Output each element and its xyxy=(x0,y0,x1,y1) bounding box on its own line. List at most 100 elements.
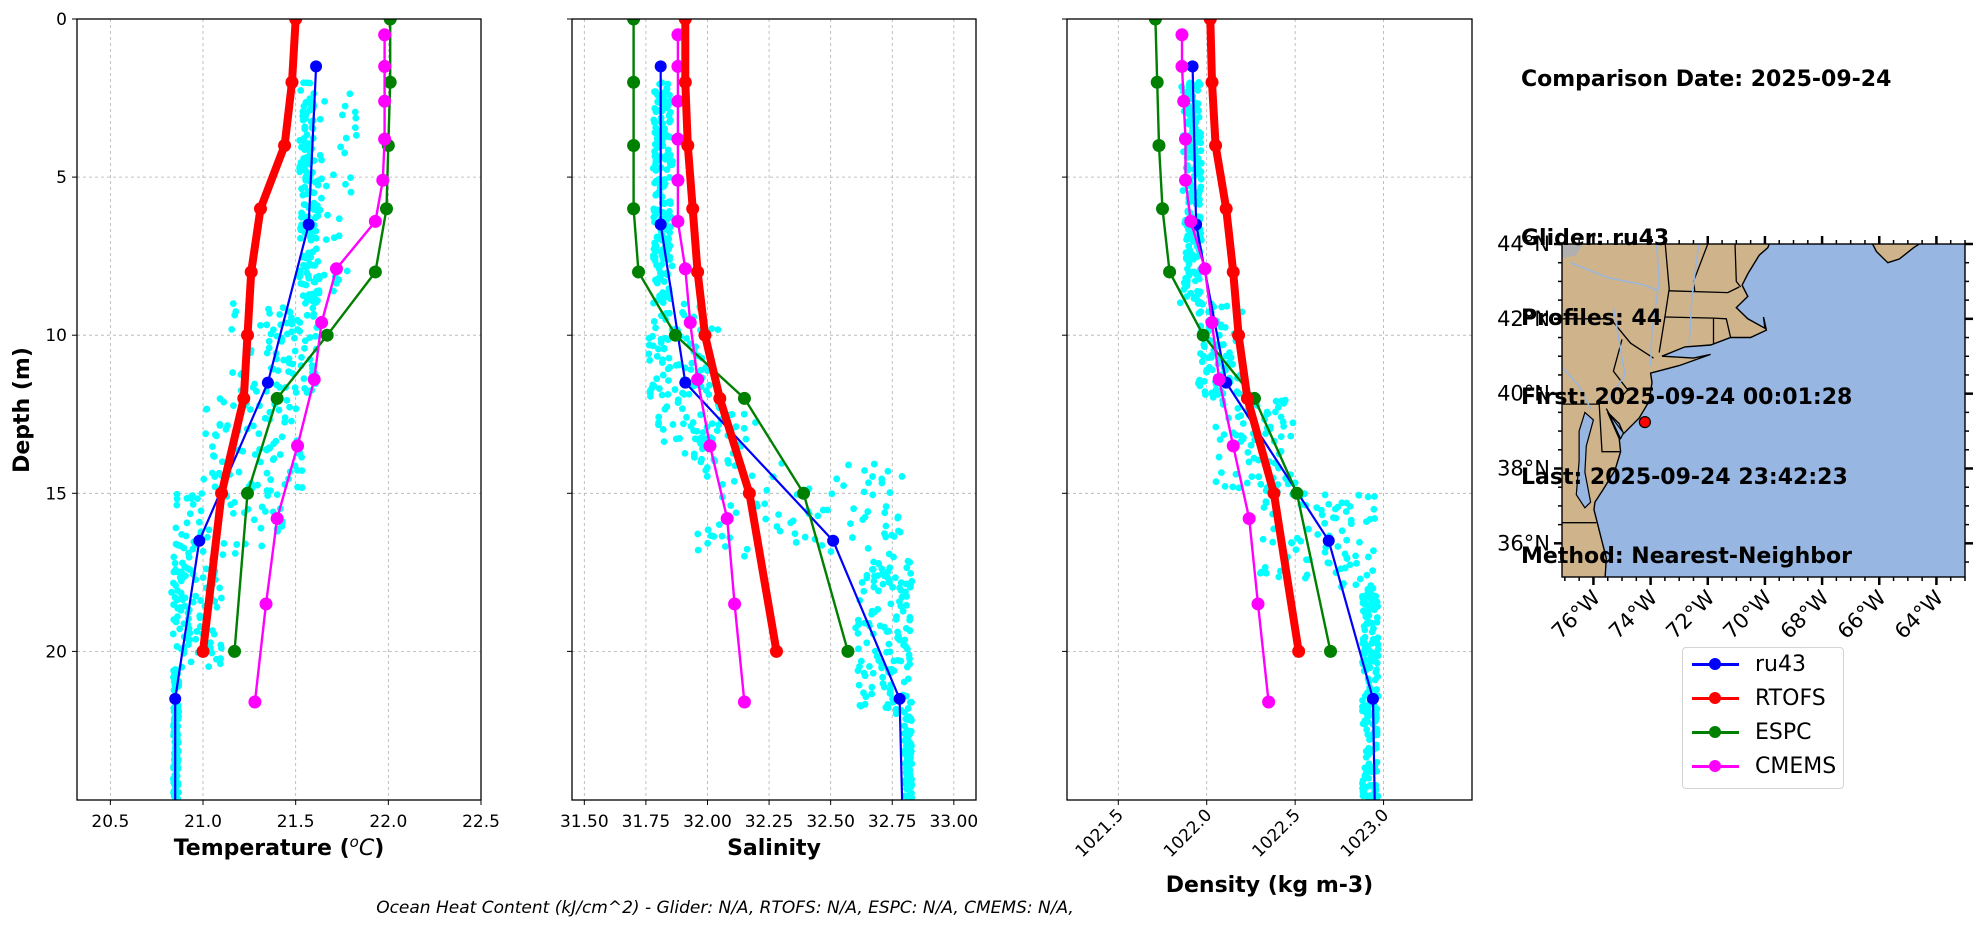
raw-glider-point xyxy=(1216,436,1224,444)
series-marker-rtofs xyxy=(1209,138,1223,152)
raw-glider-point xyxy=(886,489,894,496)
raw-glider-point xyxy=(1365,760,1373,768)
raw-glider-point xyxy=(1201,388,1209,396)
raw-glider-point xyxy=(775,511,782,519)
series-marker-rtofs xyxy=(691,265,705,279)
raw-glider-point xyxy=(721,543,729,550)
raw-glider-point xyxy=(216,660,224,668)
raw-glider-point xyxy=(296,319,304,326)
x-tick-label: 1022.5 xyxy=(1248,805,1304,861)
raw-glider-point xyxy=(665,235,672,243)
raw-glider-point xyxy=(1197,139,1205,147)
series-marker-rtofs xyxy=(686,202,700,216)
series-marker-cmems xyxy=(671,59,685,73)
raw-glider-point xyxy=(860,689,867,697)
raw-glider-point xyxy=(276,311,284,318)
raw-glider-point xyxy=(273,491,281,499)
raw-glider-point xyxy=(285,355,293,363)
raw-glider-point xyxy=(683,413,690,421)
map-area xyxy=(1562,244,1965,577)
series-marker-cmems xyxy=(248,695,262,709)
raw-glider-point xyxy=(294,326,301,333)
raw-glider-point xyxy=(199,574,207,581)
series-marker-cmems xyxy=(259,597,273,611)
method: Method: Nearest-Neighbor xyxy=(1521,544,1852,569)
raw-glider-point xyxy=(308,362,316,370)
raw-glider-point xyxy=(1247,441,1255,449)
raw-glider-point xyxy=(869,491,877,499)
legend-item-cmems: CMEMS xyxy=(1683,752,1843,782)
series-marker-espc xyxy=(668,328,682,342)
raw-glider-point xyxy=(1341,550,1349,558)
river xyxy=(1562,365,1592,409)
raw-glider-point xyxy=(649,332,656,340)
raw-glider-point xyxy=(1195,132,1202,140)
raw-glider-point xyxy=(864,544,872,552)
raw-glider-point xyxy=(664,80,672,88)
raw-glider-point xyxy=(343,267,351,275)
raw-glider-point xyxy=(697,411,705,419)
raw-glider-point xyxy=(299,280,307,288)
raw-glider-point xyxy=(204,533,211,541)
raw-glider-point xyxy=(189,598,197,606)
series-marker-rtofs xyxy=(237,391,251,405)
raw-glider-point xyxy=(1361,599,1369,607)
series-marker-espc xyxy=(1156,202,1170,216)
raw-glider-point xyxy=(660,176,668,183)
raw-glider-point xyxy=(298,353,305,361)
raw-glider-point xyxy=(680,311,688,319)
raw-glider-point xyxy=(708,420,716,428)
raw-glider-point xyxy=(650,318,658,325)
raw-glider-point xyxy=(219,551,227,559)
raw-glider-point xyxy=(1324,559,1332,567)
legend-item-rtofs: RTOFS xyxy=(1683,684,1843,714)
series-marker-cmems xyxy=(376,173,390,187)
raw-glider-point xyxy=(666,173,673,181)
raw-glider-point xyxy=(903,663,911,671)
land-mass xyxy=(1562,244,1770,577)
state-border xyxy=(1658,244,1670,353)
raw-glider-point xyxy=(1185,105,1193,113)
raw-glider-point xyxy=(310,310,318,318)
raw-glider-point xyxy=(1364,585,1372,593)
x-axis-title: Salinity xyxy=(727,836,821,861)
raw-glider-point xyxy=(904,716,912,724)
x-tick-label: 32.75 xyxy=(868,812,917,832)
raw-glider-point xyxy=(203,405,211,413)
raw-glider-point xyxy=(680,390,688,398)
raw-glider-point xyxy=(666,242,674,250)
raw-glider-point xyxy=(168,588,175,596)
plot-area xyxy=(627,19,916,800)
raw-glider-point xyxy=(660,278,668,285)
raw-glider-point xyxy=(352,114,360,122)
river xyxy=(1607,307,1626,402)
raw-glider-point xyxy=(681,449,689,457)
raw-glider-point xyxy=(901,636,909,644)
raw-glider-point xyxy=(650,207,658,215)
raw-glider-point xyxy=(893,613,900,621)
x-axis-title-text: Temperature ( xyxy=(174,836,350,861)
raw-glider-point xyxy=(1370,505,1378,513)
raw-glider-point xyxy=(1234,404,1242,412)
raw-glider-point xyxy=(1186,86,1194,94)
raw-glider-point xyxy=(1359,785,1366,792)
raw-glider-point xyxy=(824,506,831,514)
raw-glider-point xyxy=(868,566,876,573)
raw-glider-point xyxy=(300,142,308,150)
raw-glider-point xyxy=(659,371,667,379)
raw-glider-point xyxy=(1244,448,1252,456)
series-marker-rtofs xyxy=(1292,644,1306,658)
raw-glider-point xyxy=(1362,747,1370,755)
raw-glider-point xyxy=(1215,453,1223,461)
series-marker-rtofs xyxy=(1205,75,1219,89)
raw-glider-point xyxy=(1277,433,1285,441)
raw-glider-point xyxy=(291,347,299,355)
raw-glider-point xyxy=(197,507,205,515)
raw-glider-point xyxy=(666,91,673,99)
raw-glider-point xyxy=(1197,183,1205,191)
raw-glider-point xyxy=(276,451,284,458)
raw-glider-point xyxy=(1232,470,1240,478)
raw-glider-point xyxy=(1217,469,1225,477)
series-marker-rtofs xyxy=(1219,202,1233,216)
raw-glider-point xyxy=(1370,547,1377,555)
